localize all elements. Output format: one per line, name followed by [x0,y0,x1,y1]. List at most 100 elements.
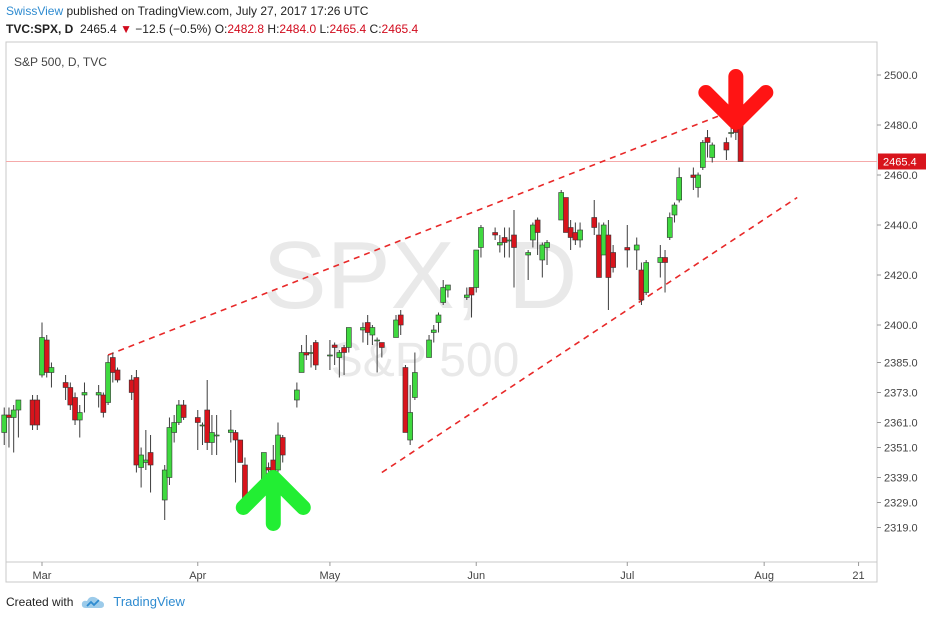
candle-body [166,427,173,478]
candle-body [114,369,121,381]
candle-body [161,469,168,501]
price-axis[interactable]: 2319.0 2329.0 2339.0 2351.0 2361.0 2373.0 2385… [877,70,918,535]
candle-body [204,409,210,443]
candle [213,415,220,455]
price-tick-label: 2500.0 [884,70,918,82]
candle-body [39,337,45,376]
candle [402,365,409,433]
candle [147,435,154,493]
author-link[interactable]: SwissView [6,4,64,18]
candle-body [228,429,234,433]
candle [374,337,380,373]
candle-body [67,387,74,406]
candle-body [412,372,418,398]
candle [166,417,173,485]
candle-body [133,377,140,466]
candle [114,367,121,383]
candle-body [265,467,272,471]
candle [534,217,541,255]
candle-body [138,454,144,468]
candle-body [525,252,531,256]
candle-body [534,219,541,233]
candle [180,400,187,420]
candle [525,250,531,280]
time-tick-label: Aug [754,570,774,582]
candle-body [199,424,206,427]
candle [341,345,347,375]
candle-body [345,327,352,348]
price-tick-label: 2329.0 [884,498,918,510]
tradingview-brand-link[interactable]: TradingView [113,594,185,609]
candle-body [15,399,22,411]
candle [110,352,116,383]
candle-body [558,192,565,221]
candle-body [279,437,286,456]
candle-body [610,252,616,268]
high-value: 2484.0 [279,22,317,36]
candle [95,385,102,408]
candle [624,225,631,268]
candle [426,335,432,358]
candle-body [76,412,83,421]
candle-body [407,412,413,441]
candle-body [176,404,182,423]
change-value: −12.5 (−0.5%) [135,22,212,36]
candle [15,399,22,438]
candle-body [704,137,711,143]
candle-body [624,247,631,251]
candle [232,430,239,483]
open-label: O: [214,22,228,36]
candle [600,222,607,256]
candle-body [48,367,55,373]
candle [327,340,333,370]
candle-body [699,142,706,168]
candle-body [643,262,649,293]
quote-bar: TVC:SPX, D 2465.4 ▼ −12.5 (−0.5%) O:2482… [6,22,418,36]
time-axis[interactable]: Mar Apr May Jun Jul Aug 21 [33,562,865,582]
candle-body [171,422,177,433]
candle-body [478,227,484,248]
candle-body [327,354,333,357]
watermark: SPX, D S&P 500 [263,222,578,387]
price-tick-label: 2361.0 [884,418,918,430]
candle-body [81,392,88,396]
candle [43,335,50,378]
candle-body [440,287,447,303]
price-tick-label: 2319.0 [884,523,918,535]
candle-body [360,327,366,331]
candle-body [572,232,579,241]
candle-body [676,177,683,201]
open-value: 2482.8 [227,22,265,36]
candle-body [430,329,437,333]
low-value: 2465.4 [329,22,367,36]
candle [666,212,673,240]
candle [704,130,711,158]
candle [209,415,215,455]
candle [440,280,447,305]
candle-body [298,352,305,373]
candle [81,382,88,413]
candle [369,325,376,345]
candle-body [666,217,673,238]
candle [34,395,41,430]
candle [331,342,338,365]
candle [397,310,404,335]
candle-body [308,352,314,354]
time-tick-label: Mar [33,570,52,582]
candle-body [341,347,347,353]
candle-body [563,197,569,233]
candle-body [657,257,664,263]
price-tick-label: 2339.0 [884,473,918,485]
candle [699,140,706,170]
candle-body [213,434,220,437]
candle-body [463,294,470,298]
candle-body [567,227,574,238]
candle-body [501,237,508,243]
candle-body [379,342,385,348]
candle-body [633,244,640,251]
candle-body [728,132,734,134]
candle-body [695,174,701,188]
candle-body [506,239,513,242]
candle-body [539,244,546,261]
